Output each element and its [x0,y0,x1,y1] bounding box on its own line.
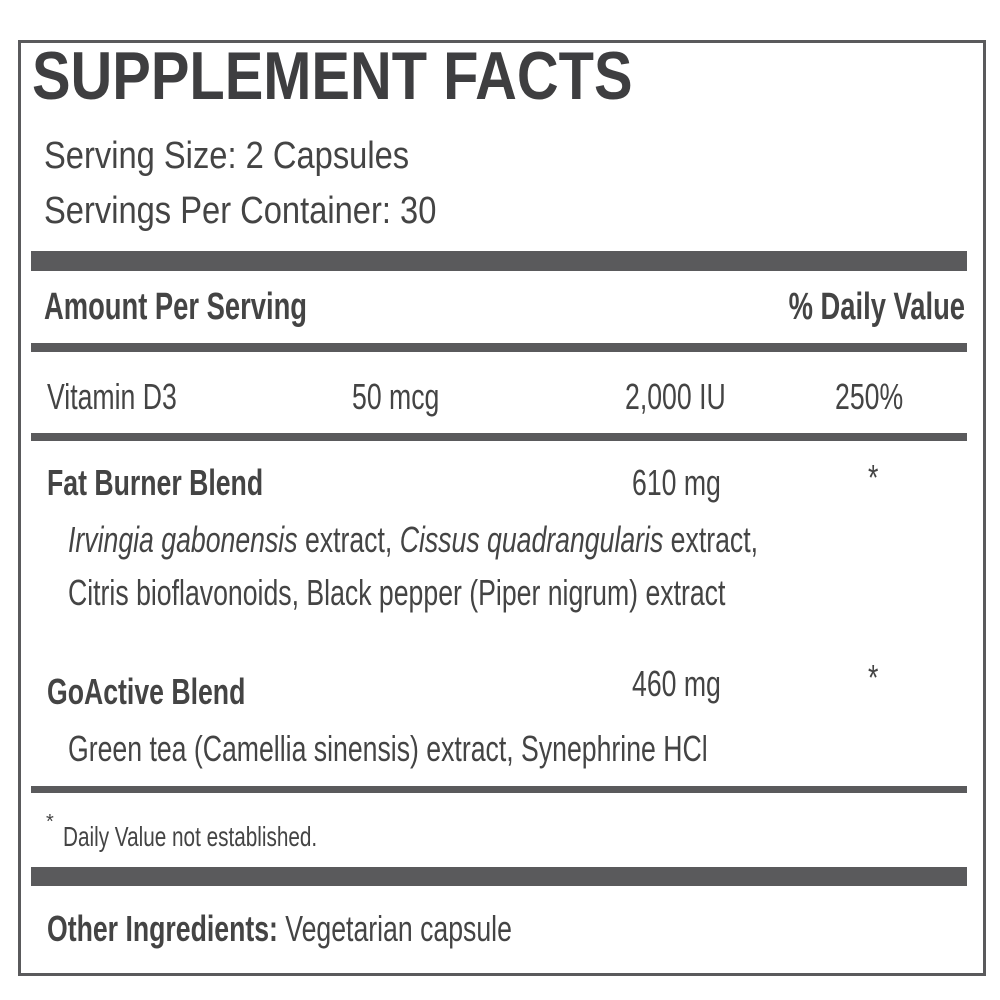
blend-ingredients-line: Green tea (Camellia sinensis) extract, S… [68,728,708,769]
amount-per-serving-header: Amount Per Serving [44,286,308,328]
divider [31,786,967,793]
vitamin-amount: 50 mcg [352,376,440,417]
servings-per-container: Servings Per Container: 30 [44,190,437,232]
label-frame [18,40,986,976]
thick-divider [31,251,967,271]
blend-dv: * [868,457,879,498]
blend-name: GoActive Blend [47,671,246,712]
blend-name: Fat Burner Blend [47,462,264,503]
vitamin-dv: 250% [835,376,904,417]
blend-amount: 460 mg [632,663,721,704]
vitamin-iu: 2,000 IU [625,376,726,417]
footnote-text: Daily Value not established. [63,821,318,852]
other-ingredients: Other Ingredients: Vegetarian capsule [47,911,512,947]
serving-size: Serving Size: 2 Capsules [44,135,410,177]
vitamin-name: Vitamin D3 [47,376,177,417]
footnote-mark: * [46,811,54,833]
ingredient-italic: Cissus quadrangularis [399,519,664,560]
divider [31,433,967,441]
other-ingredients-value: Vegetarian capsule [277,908,512,949]
divider [31,343,967,352]
ingredient-text: extract, [297,519,400,560]
ingredient-text: extract, [663,519,759,560]
blend-ingredients-line: Irvingia gabonensis extract, Cissus quad… [68,522,758,558]
blend-amount: 610 mg [632,462,721,503]
thick-divider [31,867,967,886]
other-ingredients-label: Other Ingredients: [47,908,278,949]
ingredient-italic: Irvingia gabonensis [68,519,298,560]
blend-ingredients-line: Citris bioflavonoids, Black pepper (Pipe… [68,572,726,613]
daily-value-header: % Daily Value [788,286,965,328]
label-title: SUPPLEMENT FACTS [32,38,633,114]
blend-dv: * [868,657,879,698]
